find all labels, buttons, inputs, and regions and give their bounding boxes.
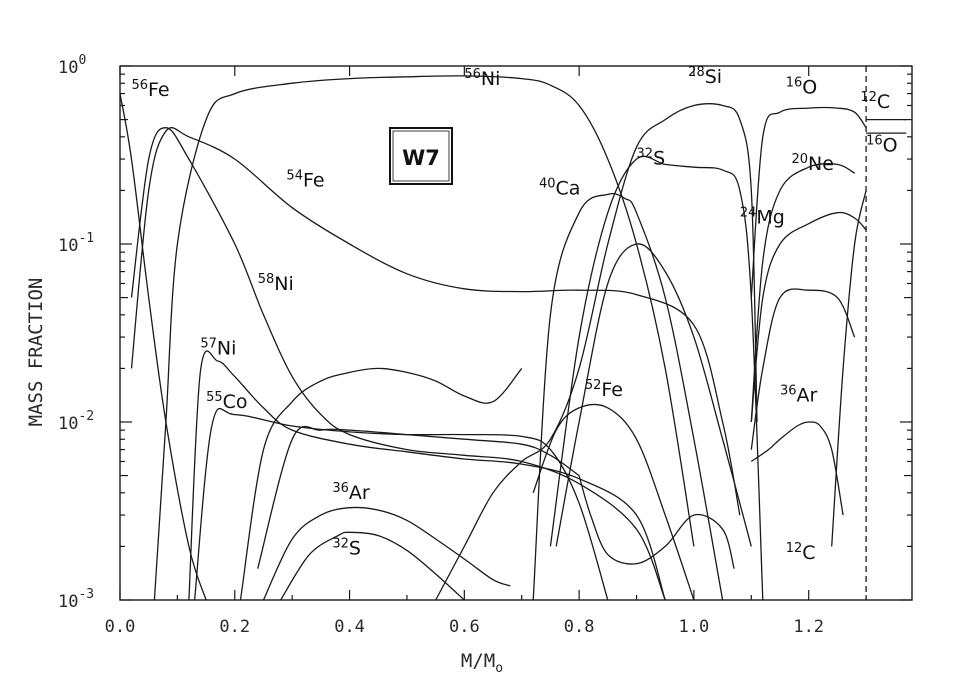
curve-label-16O: 16O [786,76,818,99]
x-axis-title-main: M/M [461,650,495,672]
x-tick-label: 0.0 [105,617,136,637]
series-line-36Ar-6 [262,506,511,601]
y-tick-label: 10-2 [58,409,94,434]
series-line-57Ni-4 [188,350,666,601]
axis-ticks [119,65,912,601]
x-tick-label: 0.4 [334,617,365,637]
curve-label-56Fe: 56Fe [131,78,169,101]
series-line-58Ni-3 [130,127,666,601]
x-axis-title: M/Mo [461,650,503,676]
curve-label-40Ca: 40Ca [539,176,580,199]
y-tick-label: 10-1 [58,231,94,256]
series-line-12C-21 [831,190,867,547]
series-line-16O-16 [750,106,867,298]
x-tick-label: 0.8 [564,617,595,637]
series-line-unlabeled-8 [239,367,523,601]
y-tick-label: 100 [58,53,86,78]
curve-label-12C: 12C [860,90,890,113]
series-line-54Fe-2 [130,127,741,516]
curve-label-36Ar: 36Ar [332,481,370,504]
series-line-unlabeled-19 [750,288,856,450]
series-line-32S-7 [280,531,465,601]
box-label: W7 [402,146,440,170]
box-label-frame-inner [392,130,450,182]
curve-label-28Si: 28Si [688,65,722,88]
curve-label-32S: 32S [637,146,666,169]
curve-label-57Ni: 57Ni [200,336,236,359]
x-tick-label: 0.6 [449,617,480,637]
curve-label-36Ar: 36Ar [780,384,818,407]
curve-label-32S: 32S [332,537,361,560]
x-axis-title-sub: o [495,661,503,676]
curve-label-12C: 12C [786,541,816,564]
series-line-52Fe-13 [532,403,695,601]
curve-label-58Ni: 58Ni [258,272,294,295]
curve-label-54Fe: 54Fe [286,169,324,192]
curve-label-20Ne: 20Ne [791,152,833,175]
series-line-36Ar-20 [750,421,844,516]
curve-label-16O: 16O [866,134,898,157]
curve-labels: 56Fe 56Ni 54Fe 58Ni 57Ni 55Co 36Ar 32S 28Si 16O 12… [131,65,897,564]
box-label-frame [389,127,453,185]
box-label-group: W7 [389,127,453,185]
series-line-40Ca-12 [532,192,724,601]
y-tick-label: 10-3 [58,587,94,612]
series-line-unlabeled-9 [257,425,580,569]
axis-tick-labels: 0.0 0.2 0.4 0.6 0.8 1.0 1.2 10-3 10-2 10-1 100 [58,53,824,637]
y-axis-title: MASS FRACTION [25,278,47,427]
curves-layer [119,75,907,601]
series-line-unlabeled-14 [555,243,752,547]
series-line-20Ne-17 [750,163,855,423]
series-line-56Fe-0 [119,93,207,601]
curve-label-52Fe: 52Fe [585,378,623,401]
plot-frame [119,65,913,601]
curve-label-55Co: 55Co [206,390,247,413]
series-line-32S-11 [549,155,764,601]
curve-label-24Mg: 24Mg [740,206,785,229]
x-tick-label: 0.2 [219,617,250,637]
series-line-24Mg-18 [750,211,867,423]
series-line-unlabeled-15 [578,475,735,569]
x-tick-label: 1.0 [679,617,710,637]
curve-label-56Ni: 56Ni [464,67,500,90]
series-line-55Co-5 [193,407,609,601]
x-tick-label: 1.2 [793,617,824,637]
series-line-28Si-10 [435,103,758,601]
